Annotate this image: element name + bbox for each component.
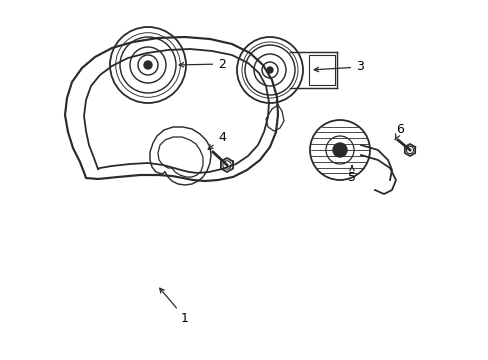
Circle shape <box>332 143 346 157</box>
Bar <box>308 55 334 85</box>
Text: 1: 1 <box>160 288 188 324</box>
Circle shape <box>266 67 272 73</box>
Text: 3: 3 <box>313 60 363 73</box>
Text: 6: 6 <box>394 123 403 139</box>
Text: 2: 2 <box>179 58 225 71</box>
Circle shape <box>143 61 152 69</box>
Text: 5: 5 <box>347 166 355 184</box>
Text: 4: 4 <box>208 131 225 149</box>
